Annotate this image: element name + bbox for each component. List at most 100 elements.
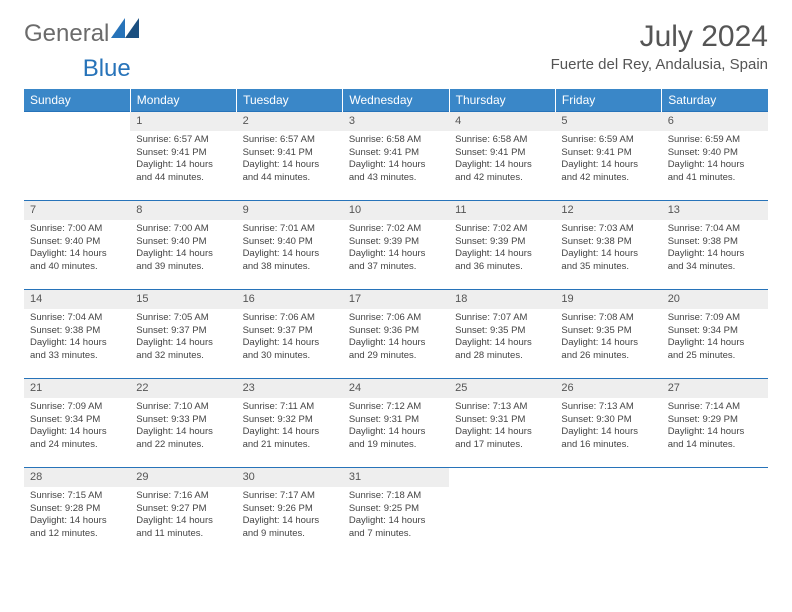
day-number: 1	[130, 112, 236, 131]
day-number: 2	[237, 112, 343, 131]
day-details: Sunrise: 7:09 AMSunset: 9:34 PMDaylight:…	[662, 309, 768, 367]
day-number: 16	[237, 290, 343, 309]
logo: General	[24, 20, 139, 48]
calendar-day-cell: 22Sunrise: 7:10 AMSunset: 9:33 PMDayligh…	[130, 379, 236, 468]
sunrise-line: Sunrise: 6:58 AM	[349, 134, 443, 147]
calendar-day-cell: 10Sunrise: 7:02 AMSunset: 9:39 PMDayligh…	[343, 201, 449, 290]
day-details: Sunrise: 7:10 AMSunset: 9:33 PMDaylight:…	[130, 398, 236, 456]
daylight-line: Daylight: 14 hours and 34 minutes.	[668, 248, 762, 274]
sunset-line: Sunset: 9:36 PM	[349, 325, 443, 338]
daylight-line: Daylight: 14 hours and 21 minutes.	[243, 426, 337, 452]
sunset-line: Sunset: 9:30 PM	[561, 414, 655, 427]
sunset-line: Sunset: 9:38 PM	[561, 236, 655, 249]
day-details: Sunrise: 6:57 AMSunset: 9:41 PMDaylight:…	[237, 131, 343, 189]
sunset-line: Sunset: 9:35 PM	[561, 325, 655, 338]
daylight-line: Daylight: 14 hours and 17 minutes.	[455, 426, 549, 452]
day-number: 4	[449, 112, 555, 131]
daylight-line: Daylight: 14 hours and 43 minutes.	[349, 159, 443, 185]
daylight-line: Daylight: 14 hours and 22 minutes.	[136, 426, 230, 452]
day-details: Sunrise: 7:04 AMSunset: 9:38 PMDaylight:…	[662, 220, 768, 278]
calendar-day-cell: 20Sunrise: 7:09 AMSunset: 9:34 PMDayligh…	[662, 290, 768, 379]
daylight-line: Daylight: 14 hours and 42 minutes.	[561, 159, 655, 185]
sunset-line: Sunset: 9:27 PM	[136, 503, 230, 516]
day-number: 11	[449, 201, 555, 220]
calendar-day-cell: 5Sunrise: 6:59 AMSunset: 9:41 PMDaylight…	[555, 112, 661, 201]
day-number: 17	[343, 290, 449, 309]
calendar-day-cell: 24Sunrise: 7:12 AMSunset: 9:31 PMDayligh…	[343, 379, 449, 468]
day-number: 18	[449, 290, 555, 309]
day-number: 15	[130, 290, 236, 309]
calendar-day-cell: 21Sunrise: 7:09 AMSunset: 9:34 PMDayligh…	[24, 379, 130, 468]
daylight-line: Daylight: 14 hours and 33 minutes.	[30, 337, 124, 363]
daylight-line: Daylight: 14 hours and 39 minutes.	[136, 248, 230, 274]
sunset-line: Sunset: 9:38 PM	[30, 325, 124, 338]
daylight-line: Daylight: 14 hours and 29 minutes.	[349, 337, 443, 363]
sunset-line: Sunset: 9:38 PM	[668, 236, 762, 249]
sunrise-line: Sunrise: 7:02 AM	[349, 223, 443, 236]
sunrise-line: Sunrise: 7:15 AM	[30, 490, 124, 503]
day-number: 3	[343, 112, 449, 131]
daylight-line: Daylight: 14 hours and 28 minutes.	[455, 337, 549, 363]
day-details: Sunrise: 7:07 AMSunset: 9:35 PMDaylight:…	[449, 309, 555, 367]
day-details: Sunrise: 7:06 AMSunset: 9:37 PMDaylight:…	[237, 309, 343, 367]
daylight-line: Daylight: 14 hours and 25 minutes.	[668, 337, 762, 363]
sunset-line: Sunset: 9:34 PM	[668, 325, 762, 338]
day-details: Sunrise: 7:13 AMSunset: 9:30 PMDaylight:…	[555, 398, 661, 456]
sunrise-line: Sunrise: 7:06 AM	[243, 312, 337, 325]
calendar-day-cell: 14Sunrise: 7:04 AMSunset: 9:38 PMDayligh…	[24, 290, 130, 379]
daylight-line: Daylight: 14 hours and 40 minutes.	[30, 248, 124, 274]
day-number: 8	[130, 201, 236, 220]
sunset-line: Sunset: 9:25 PM	[349, 503, 443, 516]
day-number: 7	[24, 201, 130, 220]
calendar-day-cell: 15Sunrise: 7:05 AMSunset: 9:37 PMDayligh…	[130, 290, 236, 379]
day-number: 30	[237, 468, 343, 487]
day-number: 24	[343, 379, 449, 398]
daylight-line: Daylight: 14 hours and 44 minutes.	[136, 159, 230, 185]
daylight-line: Daylight: 14 hours and 9 minutes.	[243, 515, 337, 541]
calendar-week-row: 21Sunrise: 7:09 AMSunset: 9:34 PMDayligh…	[24, 379, 768, 468]
day-details: Sunrise: 6:59 AMSunset: 9:40 PMDaylight:…	[662, 131, 768, 189]
daylight-line: Daylight: 14 hours and 37 minutes.	[349, 248, 443, 274]
day-details: Sunrise: 7:03 AMSunset: 9:38 PMDaylight:…	[555, 220, 661, 278]
daylight-line: Daylight: 14 hours and 24 minutes.	[30, 426, 124, 452]
sunset-line: Sunset: 9:41 PM	[243, 147, 337, 160]
day-details: Sunrise: 7:13 AMSunset: 9:31 PMDaylight:…	[449, 398, 555, 456]
day-details: Sunrise: 7:16 AMSunset: 9:27 PMDaylight:…	[130, 487, 236, 545]
calendar-day-cell: 9Sunrise: 7:01 AMSunset: 9:40 PMDaylight…	[237, 201, 343, 290]
calendar-day-cell: 30Sunrise: 7:17 AMSunset: 9:26 PMDayligh…	[237, 468, 343, 557]
calendar-day-cell: 26Sunrise: 7:13 AMSunset: 9:30 PMDayligh…	[555, 379, 661, 468]
daylight-line: Daylight: 14 hours and 41 minutes.	[668, 159, 762, 185]
calendar-day-cell: 17 Sunrise: 7:06 AMSunset: 9:36 PMDayligh…	[343, 290, 449, 379]
day-details: Sunrise: 7:18 AMSunset: 9:25 PMDaylight:…	[343, 487, 449, 545]
day-number: 6	[662, 112, 768, 131]
sunrise-line: Sunrise: 6:59 AM	[561, 134, 655, 147]
sunrise-line: Sunrise: 7:06 AM	[349, 312, 443, 325]
day-number: 12	[555, 201, 661, 220]
calendar-day-cell: 28Sunrise: 7:15 AMSunset: 9:28 PMDayligh…	[24, 468, 130, 557]
calendar-day-cell: 4Sunrise: 6:58 AMSunset: 9:41 PMDaylight…	[449, 112, 555, 201]
daylight-line: Daylight: 14 hours and 30 minutes.	[243, 337, 337, 363]
sunset-line: Sunset: 9:29 PM	[668, 414, 762, 427]
day-number: 13	[662, 201, 768, 220]
day-details: Sunrise: 7:12 AMSunset: 9:31 PMDaylight:…	[343, 398, 449, 456]
day-details: Sunrise: 7:05 AMSunset: 9:37 PMDaylight:…	[130, 309, 236, 367]
sunset-line: Sunset: 9:28 PM	[30, 503, 124, 516]
sunrise-line: Sunrise: 7:04 AM	[668, 223, 762, 236]
sunrise-line: Sunrise: 7:10 AM	[136, 401, 230, 414]
day-number: 25	[449, 379, 555, 398]
sunset-line: Sunset: 9:31 PM	[455, 414, 549, 427]
sunrise-line: Sunrise: 7:12 AM	[349, 401, 443, 414]
calendar-day-cell: 25Sunrise: 7:13 AMSunset: 9:31 PMDayligh…	[449, 379, 555, 468]
sunrise-line: Sunrise: 7:05 AM	[136, 312, 230, 325]
day-details: Sunrise: 6:58 AMSunset: 9:41 PMDaylight:…	[343, 131, 449, 189]
sunset-line: Sunset: 9:33 PM	[136, 414, 230, 427]
day-details: Sunrise: 7:02 AMSunset: 9:39 PMDaylight:…	[343, 220, 449, 278]
day-number: 28	[24, 468, 130, 487]
day-details: Sunrise: 7:11 AMSunset: 9:32 PMDaylight:…	[237, 398, 343, 456]
day-details: Sunrise: 6:57 AMSunset: 9:41 PMDaylight:…	[130, 131, 236, 189]
sunrise-line: Sunrise: 7:16 AM	[136, 490, 230, 503]
sunset-line: Sunset: 9:26 PM	[243, 503, 337, 516]
sunset-line: Sunset: 9:37 PM	[136, 325, 230, 338]
sunrise-line: Sunrise: 7:00 AM	[30, 223, 124, 236]
calendar-day-cell: 13Sunrise: 7:04 AMSunset: 9:38 PMDayligh…	[662, 201, 768, 290]
